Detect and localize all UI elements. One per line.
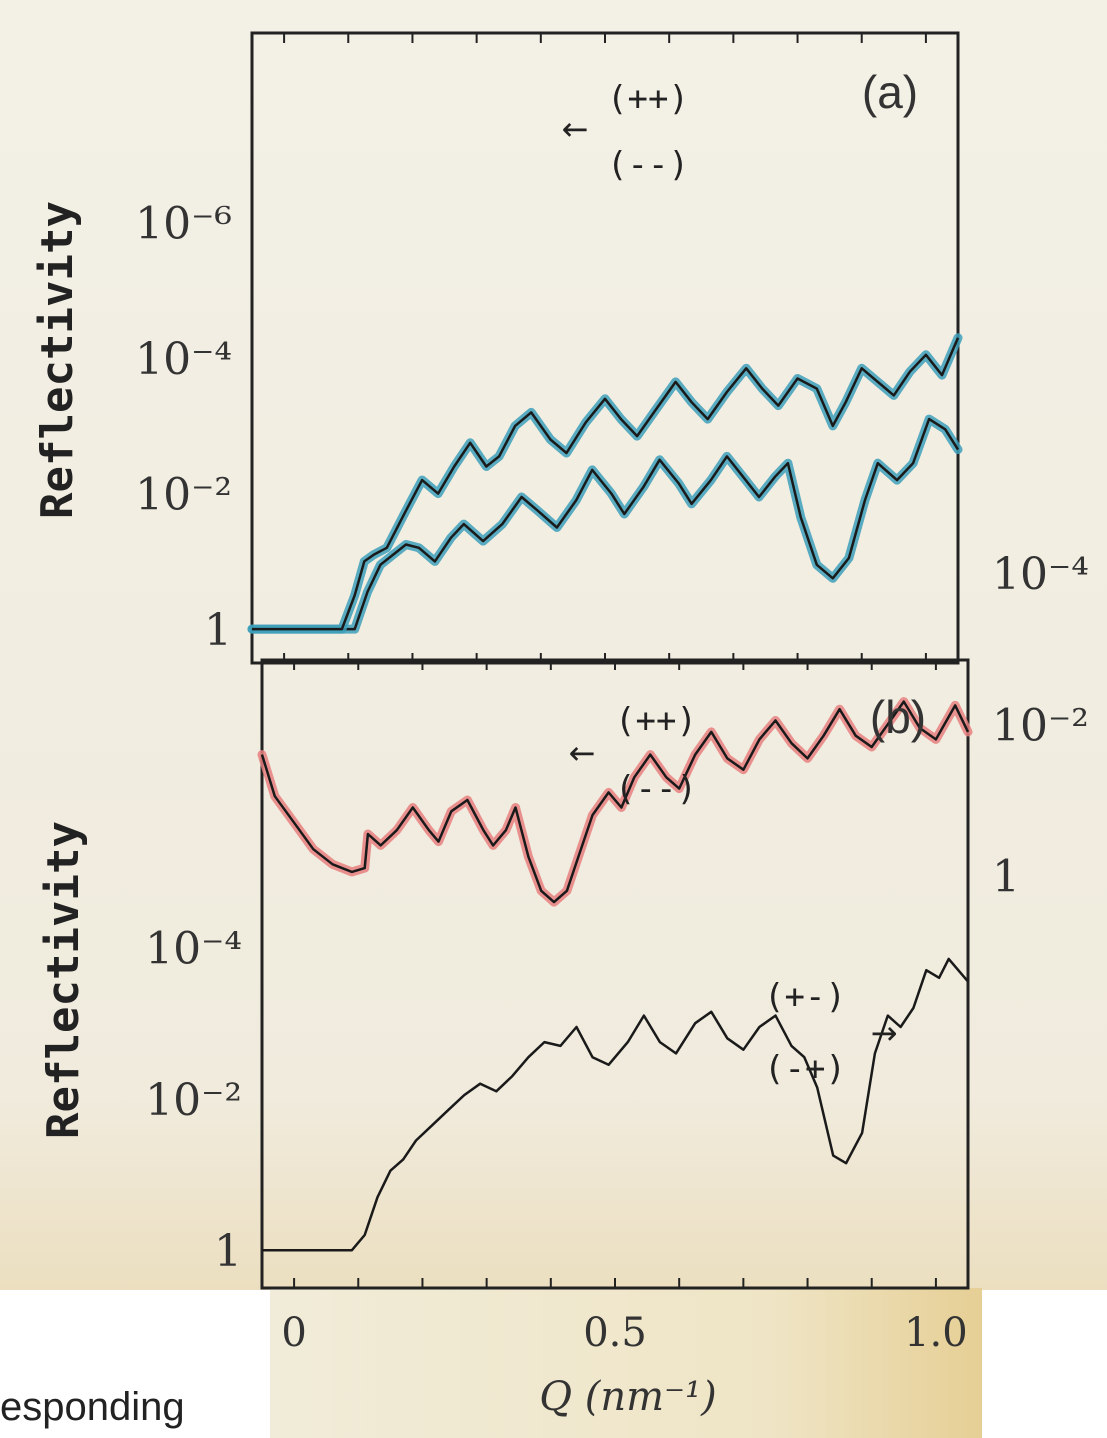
panel-b-series	[257, 697, 973, 1252]
series-line-b-0	[262, 957, 969, 1252]
panel-b-ylabel: Reflectivity	[38, 821, 89, 1139]
y-tick-label: 10⁻⁴	[135, 334, 232, 385]
panel-b-arrow: ←	[569, 734, 596, 772]
y-tick-label: 1	[214, 1226, 242, 1277]
panel-a-tick-labels: 1 10⁻² 10⁻⁴ 10⁻⁶	[135, 199, 232, 656]
panel-b-ticks	[293, 660, 937, 1288]
panel-b-spin-annotation-top: (+-)	[764, 977, 846, 1017]
y-tick-label-right: 10⁻⁴	[992, 549, 1089, 600]
x-tick-label: 1.0	[904, 1310, 968, 1356]
series-line-a-1	[252, 337, 960, 631]
x-axis-label: Q (nm⁻¹)	[539, 1374, 717, 1420]
panel-b-tick-labels: 1 10⁻² 10⁻⁴ 1 10⁻² 10⁻⁴ 0 0.5 1.0	[145, 549, 1089, 1356]
x-tick-label: 0	[281, 1310, 306, 1356]
panel-a-ylabel: Reflectivity	[32, 201, 83, 519]
panel-a-annotation-bottom: (--)	[607, 145, 689, 185]
panel-b-annotation-top: (++)	[615, 701, 697, 741]
series-line-a-0	[252, 417, 960, 631]
y-tick-label: 1	[204, 605, 232, 656]
panel-b-spin-arrow: →	[871, 1014, 898, 1052]
panel-a-series	[247, 333, 963, 634]
panel-b-annotation-bottom: (--)	[615, 769, 697, 809]
y-tick-label: 10⁻²	[145, 1075, 242, 1126]
page-text-fragment: esponding	[0, 1385, 185, 1429]
y-tick-label-right: 1	[992, 852, 1020, 903]
y-tick-label: 10⁻²	[135, 470, 232, 521]
panel-a-ticks	[283, 33, 927, 663]
x-tick-label: 0.5	[583, 1310, 647, 1356]
panel-b-spin-annotation-bottom: (-+)	[764, 1049, 846, 1089]
y-tick-label-right: 10⁻²	[992, 700, 1089, 751]
paper-bottom-strip	[270, 1288, 982, 1438]
y-tick-label: 10⁻⁴	[145, 924, 242, 975]
paper-background	[0, 0, 1107, 1290]
series-line-b-1	[260, 700, 970, 904]
panel-a-label: (a)	[862, 66, 918, 118]
panel-a-annotation-top: (++)	[607, 79, 689, 119]
panel-a-arrow: ←	[562, 110, 589, 148]
y-tick-label: 10⁻⁶	[135, 199, 232, 250]
panel-b-label: (b)	[870, 691, 926, 743]
